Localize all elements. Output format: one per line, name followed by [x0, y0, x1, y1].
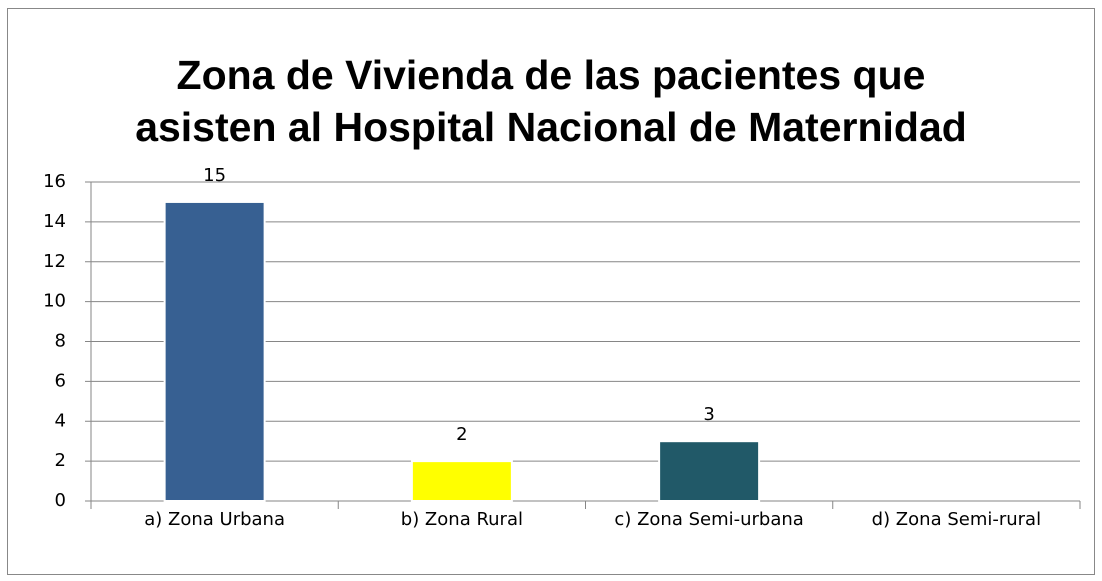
data-label: 3 — [703, 404, 714, 425]
y-tick-label: 6 — [55, 370, 66, 391]
data-label: 15 — [203, 165, 226, 186]
x-tick-label: d) Zona Semi-rural — [872, 509, 1041, 530]
bar — [410, 460, 513, 502]
x-tick-label: c) Zona Semi-urbana — [614, 509, 803, 530]
bar — [163, 200, 266, 502]
y-tick-label: 16 — [43, 171, 66, 192]
y-tick-label: 2 — [55, 450, 66, 471]
y-tick-label: 0 — [55, 490, 66, 511]
y-tick-label: 14 — [43, 211, 66, 232]
data-label: 2 — [456, 424, 467, 445]
chart-title: Zona de Vivienda de las pacientes que — [177, 52, 926, 98]
y-tick-label: 8 — [55, 331, 66, 352]
chart-title: asisten al Hospital Nacional de Maternid… — [135, 104, 967, 150]
y-tick-label: 4 — [55, 410, 66, 431]
bar — [658, 440, 761, 502]
x-tick-label: a) Zona Urbana — [144, 509, 285, 530]
x-tick-label: b) Zona Rural — [401, 509, 523, 530]
y-tick-label: 12 — [43, 251, 66, 272]
y-tick-label: 10 — [43, 291, 66, 312]
